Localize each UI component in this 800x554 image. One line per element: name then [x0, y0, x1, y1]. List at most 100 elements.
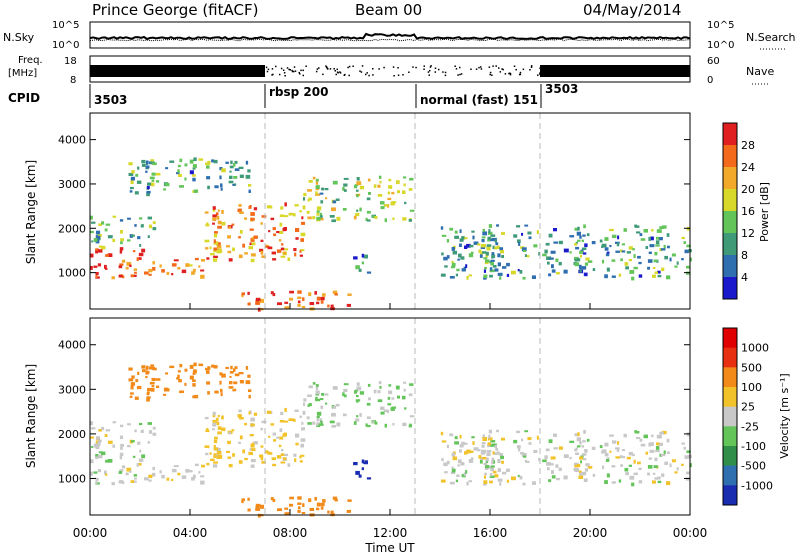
nave-dot	[378, 68, 380, 70]
nave-dot	[271, 68, 274, 70]
velocity-cell	[502, 471, 507, 475]
velocity-cell	[650, 442, 654, 446]
power-cell	[191, 271, 195, 275]
nave-tick-top: 60	[707, 56, 720, 67]
velocity-cell	[497, 468, 501, 472]
velocity-cell	[141, 365, 146, 369]
power-cell	[319, 192, 324, 195]
power-cell	[179, 185, 184, 188]
velocity-cell	[314, 497, 317, 501]
power-cell	[446, 255, 450, 259]
nave-dot	[282, 69, 285, 71]
velocity-cell	[617, 441, 620, 445]
power-cell	[139, 244, 142, 247]
power-cell	[488, 229, 491, 234]
power-cell	[187, 264, 193, 267]
velocity-cell	[299, 415, 302, 418]
power-cell	[544, 249, 548, 254]
power-cell	[585, 257, 590, 261]
nave-dot	[478, 66, 480, 69]
power-cell	[214, 231, 218, 234]
power-cell	[486, 244, 492, 247]
velocity-cell	[179, 363, 183, 368]
power-cell	[518, 242, 521, 246]
power-cell	[184, 163, 188, 167]
velocity-cell	[473, 447, 479, 451]
velocity-cell	[152, 472, 156, 477]
power-cell	[145, 170, 148, 173]
power-cell	[213, 247, 217, 251]
power-cell	[244, 217, 248, 220]
power-cell	[513, 234, 518, 238]
nave-dot	[265, 66, 268, 69]
velocity-cell	[408, 424, 412, 428]
power-cell	[284, 301, 289, 304]
velocity-cell	[457, 464, 460, 467]
power-cell	[137, 166, 140, 170]
power-cell	[403, 176, 407, 179]
power-cell	[361, 261, 364, 265]
power-cell	[213, 250, 217, 253]
power-cell	[551, 264, 554, 269]
velocity-cell	[358, 474, 362, 478]
nave-dot	[522, 68, 525, 71]
velocity-cell	[545, 448, 550, 452]
power-cell	[148, 224, 153, 229]
velocity-cell	[238, 460, 243, 464]
power-cell	[524, 224, 529, 227]
velocity-cell	[119, 452, 124, 457]
velocity-cell	[97, 469, 102, 473]
velocity-cell	[125, 472, 129, 476]
velocity-cell	[151, 377, 156, 381]
velocity-cell	[247, 497, 250, 501]
power-cell	[686, 244, 691, 248]
power-cell	[134, 271, 137, 274]
velocity-cell	[134, 396, 139, 400]
velocity-cell	[666, 438, 670, 443]
power-cell	[194, 257, 199, 261]
nave-dot	[423, 65, 426, 67]
velocity-cell	[488, 437, 493, 441]
velocity-cell	[674, 471, 678, 474]
velocity-cell	[638, 480, 643, 484]
power-cell	[217, 209, 220, 212]
power-cell	[122, 275, 125, 279]
velocity-cell	[661, 430, 667, 435]
velocity-cell	[213, 455, 217, 458]
power-cell	[482, 228, 485, 232]
velocity-cell	[592, 473, 596, 477]
velocity-cell	[268, 435, 271, 438]
nave-dot	[502, 68, 504, 71]
power-cell	[229, 175, 233, 179]
velocity-cell	[388, 390, 393, 395]
power-cell	[90, 253, 94, 258]
velocity-cell	[95, 440, 99, 444]
power-cell	[234, 160, 238, 164]
velocity-cell	[279, 420, 285, 423]
power-cell	[148, 268, 153, 273]
velocity-cell	[524, 430, 529, 433]
nave-dot	[280, 67, 283, 70]
velocity-cell	[152, 466, 155, 471]
power-cell	[139, 217, 143, 220]
power-cell	[388, 185, 393, 189]
velocity-cell	[320, 506, 324, 510]
velocity-cell	[260, 427, 263, 431]
velocity-cell	[146, 398, 150, 402]
nave-dot	[429, 66, 432, 68]
power-cell	[365, 217, 368, 222]
velocity-cell	[643, 434, 648, 439]
velocity-cell	[577, 432, 580, 437]
power-cell	[288, 212, 294, 216]
velocity-cell	[633, 472, 638, 476]
velocity-cell	[331, 412, 336, 417]
power-cell	[655, 244, 660, 247]
power-cell	[232, 183, 235, 186]
velocity-cell	[378, 381, 382, 385]
power-cell	[155, 172, 161, 176]
nave-dot	[489, 73, 491, 76]
nave-dot	[284, 75, 286, 77]
velocity-cell	[490, 465, 495, 468]
nave-dot	[515, 68, 517, 71]
